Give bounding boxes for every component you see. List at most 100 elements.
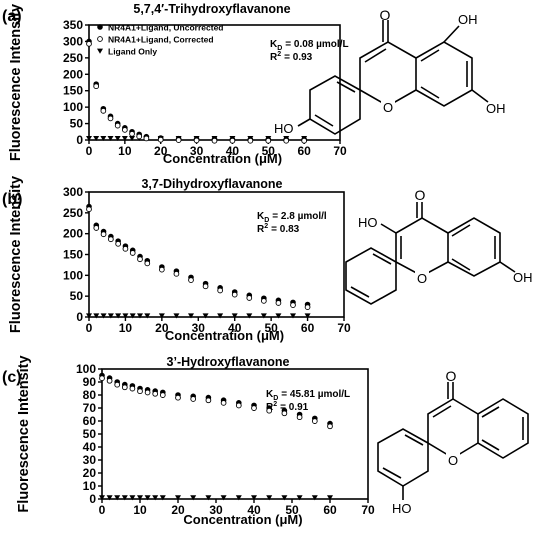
chart-c-point-corrected — [205, 397, 212, 404]
panel-title-a: 5,7,4′-Trihydroxyflavanone — [133, 2, 290, 16]
chart-b-point-corrected — [137, 256, 143, 263]
chart-b-y-tick-label: 100 — [63, 268, 83, 282]
chart-c-point-corrected — [99, 375, 105, 382]
structure-c — [377, 382, 529, 500]
r2-stat-a: R2 = 0.93 — [270, 51, 313, 63]
chart-c-point-ligand-only — [281, 495, 288, 501]
panel-b: (b) 3,7-Dihydroxyflavanone KD = 2.8 µmol/… — [2, 176, 351, 343]
chart-b-point-ligand-only — [93, 313, 100, 319]
chart-c-point-ligand-only — [159, 495, 166, 501]
structure-a-labels: O O OH OH HO — [274, 7, 506, 136]
chart-b-point-ligand-only — [304, 313, 311, 319]
chart-b-point-ligand-only — [107, 313, 114, 319]
chart-a-point-corrected — [122, 127, 128, 133]
chart-b-y-tick-label: 200 — [63, 227, 83, 241]
ring-oxygen-c: O — [448, 453, 458, 468]
chart-c-y-tick-label: 60 — [83, 414, 97, 428]
chart-b: 0 10 20 30 40 50 60 70 0 50 100 150 200 250 300 Concent… — [8, 176, 351, 343]
chart-a-y-tick-label: 350 — [63, 18, 83, 32]
chart-a-x-tick-label: 50 — [262, 144, 276, 158]
chart-b-x-tick-label: 20 — [155, 321, 169, 335]
chart-c-x-tick-label: 50 — [285, 503, 299, 517]
kd-stat-b: KD = 2.8 µmol/l — [257, 211, 327, 224]
chart-c-y-tick-label: 30 — [83, 453, 97, 467]
chart-c-point-corrected — [137, 388, 143, 395]
r2-stat-c: R2= 0.91 — [266, 401, 309, 413]
carbonyl-oxygen-c: O — [446, 368, 457, 384]
chart-b-point-ligand-only — [217, 313, 224, 319]
chart-a-point-ligand-only — [129, 135, 136, 142]
hydroxyl-4prime-a: HO — [274, 121, 294, 136]
chart-a-point-ligand-only — [100, 135, 107, 142]
chart-c-x-tick-label: 70 — [361, 503, 375, 517]
chart-b-point-corrected — [304, 304, 311, 311]
chart-b-point-ligand-only — [144, 313, 151, 319]
chart-a-x-tick-label: 70 — [333, 144, 347, 158]
chart-a-x-tick-label: 10 — [118, 144, 132, 158]
chart-b-point-corrected — [246, 295, 253, 301]
chart-b-point-corrected — [217, 287, 223, 294]
chart-a-y-tick-label: 50 — [70, 117, 84, 131]
structure-b-labels: O O HO OH — [358, 187, 533, 286]
chart-a-y-tick-label: 0 — [76, 133, 83, 147]
chart-b-point-ligand-only — [100, 313, 107, 319]
chart-c-x-axis-label: Concentration (μM) — [183, 512, 302, 527]
chart-c-y-tick-label: 0 — [89, 492, 96, 506]
chart-a-point-corrected — [86, 40, 92, 47]
chart-b-x-tick-label: 10 — [119, 321, 133, 335]
chart-a-x-tick-label: 20 — [154, 144, 168, 158]
structure-a — [297, 20, 489, 135]
chart-c-point-corrected — [296, 414, 303, 421]
chart-c-point-ligand-only — [121, 495, 128, 501]
chart-c-point-corrected — [311, 418, 318, 424]
chart-b-point-corrected — [290, 302, 296, 308]
panel-title-b: 3,7-Dihydroxyflavanone — [141, 177, 282, 191]
hydroxyl-3prime-c: HO — [392, 501, 412, 516]
chart-a-y-axis-label: Fluorescence Intensity — [8, 4, 24, 161]
chart-b-x-tick-label: 60 — [301, 321, 315, 335]
chart-c-x-tick-label: 60 — [323, 503, 337, 517]
chart-c-x-tick-label: 20 — [171, 503, 185, 517]
chart-c-point-ligand-only — [175, 495, 181, 501]
chart-c-point-corrected — [281, 410, 288, 417]
chart-c-point-ligand-only — [190, 495, 197, 501]
chart-c-point-ligand-only — [266, 495, 273, 501]
chart-c-y-tick-label: 80 — [83, 388, 97, 402]
chart-c-point-ligand-only — [106, 495, 113, 501]
chart-b-point-ligand-only — [86, 313, 92, 319]
chart-b-x-axis-label: Concentration (μM) — [165, 328, 284, 343]
structure-b-ring-c — [395, 217, 449, 277]
chart-c-point-corrected — [129, 385, 136, 392]
chart-b-y-tick-label: 0 — [76, 310, 83, 324]
chart-c-point-ligand-only — [99, 495, 105, 501]
chart-b-point-corrected — [108, 236, 114, 243]
chart-b-point-corrected — [93, 225, 100, 231]
panel-a: (a) 5,7,4′-Trihydroxyflavanone KD = 0.08 … — [2, 2, 349, 166]
chart-c-y-tick-label: 100 — [76, 362, 96, 376]
chart-a-legend-marker — [97, 36, 103, 42]
chart-c-x-tick-label: 10 — [133, 503, 147, 517]
chart-a-point-corrected — [114, 122, 121, 129]
panel-label-c: (c) — [2, 369, 22, 386]
chart-c-y-tick-label: 10 — [83, 479, 97, 493]
chart-c-y-tick-label: 50 — [83, 427, 97, 441]
chart-a-point-corrected — [107, 115, 114, 122]
chart-a-x-axis-label: Concentration (μM) — [163, 151, 282, 166]
chart-c-point-ligand-only — [205, 495, 212, 501]
chart-c-point-corrected — [220, 400, 227, 406]
structure-a-ring-a — [415, 41, 473, 107]
chart-a-x-tick-label: 30 — [190, 144, 204, 158]
chart-b-point-ligand-only — [275, 313, 282, 319]
chart-c-point-ligand-only — [152, 495, 159, 501]
chart-c-point-ligand-only — [144, 495, 151, 501]
chart-c-point-corrected — [235, 402, 242, 409]
chart-b-x-tick-label: 70 — [337, 321, 351, 335]
chart-a-y-tick-label: 300 — [63, 34, 83, 48]
chart-b-point-ligand-only — [260, 313, 267, 319]
carbonyl-oxygen-a: O — [380, 7, 391, 23]
chart-b-y-tick-label: 50 — [70, 289, 84, 303]
structure-c-labels: O O HO — [392, 368, 460, 516]
chart-b-point-ligand-only — [290, 313, 296, 319]
chart-b-point-corrected — [144, 260, 151, 267]
